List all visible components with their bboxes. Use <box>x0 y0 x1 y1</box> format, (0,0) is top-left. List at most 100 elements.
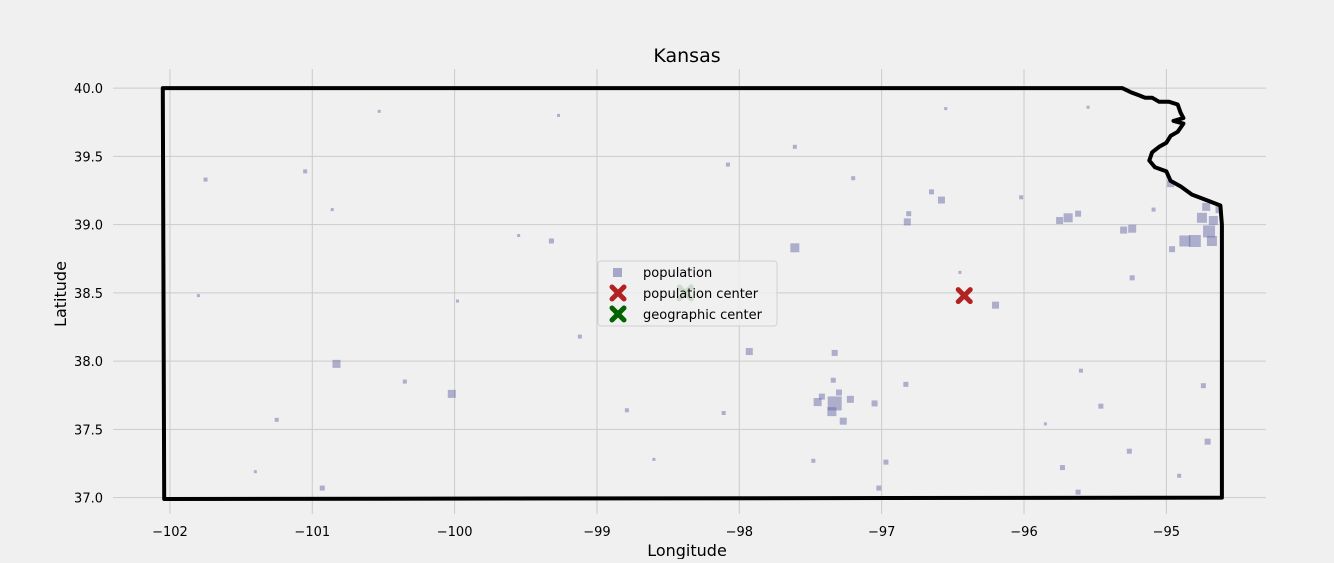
population-point <box>1206 235 1217 246</box>
population-point <box>1019 195 1024 200</box>
x-axis-label: Longitude <box>647 541 727 559</box>
population-point <box>330 208 334 212</box>
y-tick-label: 39.5 <box>74 150 103 165</box>
population-center-marker-stroke <box>955 287 973 305</box>
legend: population population center geographic … <box>597 260 778 327</box>
population-point <box>1075 489 1081 495</box>
y-tick-labels: 37.0 37.5 38.0 38.5 39.0 39.5 40.0 <box>74 82 103 507</box>
population-point <box>1043 422 1047 426</box>
population-point <box>203 177 208 182</box>
population-point <box>1204 438 1211 445</box>
population-point <box>577 334 582 339</box>
population-point <box>835 389 842 396</box>
chart-title: Kansas <box>653 45 720 67</box>
population-point <box>1056 217 1064 225</box>
population-point <box>517 234 521 238</box>
x-tick-label: −100 <box>437 525 473 540</box>
y-tick-label: 40.0 <box>74 82 103 97</box>
x-tick-label: −97 <box>868 525 895 540</box>
y-tick-label: 38.5 <box>74 287 103 302</box>
population-point <box>745 348 753 356</box>
legend-box <box>597 260 778 327</box>
population-point <box>1120 226 1128 234</box>
population-point <box>903 218 911 226</box>
legend-geographic-center-marker <box>609 305 627 323</box>
legend-x-marker <box>609 305 627 323</box>
population-point <box>871 400 878 407</box>
population-point <box>1203 225 1216 238</box>
population-point <box>1063 213 1073 223</box>
population-point <box>1169 246 1176 253</box>
population-point <box>1078 368 1083 373</box>
y-tick-label: 37.5 <box>74 423 103 438</box>
legend-population-center-marker <box>609 284 627 302</box>
population-point <box>839 417 847 425</box>
x-tick-label: −99 <box>583 525 610 540</box>
state-border-path <box>160 86 1224 501</box>
population-point <box>377 109 381 113</box>
legend-population-label: population <box>643 266 712 281</box>
y-axis-label: Latitude <box>51 261 70 327</box>
population-point <box>402 379 407 384</box>
population-point <box>721 410 726 415</box>
population-point <box>1075 210 1082 217</box>
legend-x-marker-stroke <box>609 284 627 302</box>
population-point <box>624 408 629 413</box>
x-tick-label: −102 <box>152 525 188 540</box>
legend-x-marker-stroke <box>609 305 627 323</box>
population-point <box>958 270 962 274</box>
population-point <box>883 459 889 465</box>
legend-population-marker <box>613 268 622 277</box>
population-point <box>827 396 842 411</box>
y-tick-label: 37.0 <box>74 492 103 507</box>
population-points <box>196 105 1223 495</box>
population-point <box>813 398 822 407</box>
population-point <box>196 294 200 298</box>
population-point <box>1167 180 1175 188</box>
population-point <box>1177 473 1182 478</box>
population-point <box>1151 207 1156 212</box>
population-point <box>1098 403 1104 409</box>
population-point <box>652 457 656 461</box>
population-point <box>937 196 945 204</box>
x-tick-label: −95 <box>1153 525 1180 540</box>
population-point <box>831 349 838 356</box>
population-point <box>876 485 882 491</box>
population-point <box>1202 202 1211 211</box>
population-point <box>447 389 456 398</box>
population-point <box>992 301 1000 309</box>
population-point <box>319 485 325 491</box>
population-center-marker <box>955 287 973 305</box>
state-border <box>160 86 1224 501</box>
x-tick-labels: −102 −101 −100 −99 −98 −97 −96 −95 <box>152 525 1180 540</box>
population-point <box>846 395 854 403</box>
x-tick-label: −101 <box>294 525 330 540</box>
population-point <box>1126 448 1132 454</box>
population-point <box>548 238 554 244</box>
population-point <box>792 144 797 149</box>
y-tick-label: 39.0 <box>74 219 103 234</box>
population-point <box>830 377 836 383</box>
population-point <box>944 107 948 111</box>
population-point <box>928 189 934 195</box>
legend-x-marker <box>609 284 627 302</box>
population-point <box>1129 275 1135 281</box>
y-tick-label: 38.0 <box>74 355 103 370</box>
population-point <box>274 417 279 422</box>
population-point <box>851 176 856 181</box>
population-point <box>1059 465 1065 471</box>
population-point <box>1179 235 1191 247</box>
x-tick-label: −98 <box>726 525 753 540</box>
population-point <box>303 169 308 174</box>
population-point <box>725 162 730 167</box>
population-point <box>790 243 800 253</box>
population-point <box>827 407 837 417</box>
population-point <box>332 359 341 368</box>
legend-geographic-center-label: geographic center <box>643 308 763 323</box>
population-point <box>811 458 816 463</box>
population-point <box>1208 216 1218 226</box>
population-point <box>1200 383 1206 389</box>
x-tick-label: −96 <box>1010 525 1037 540</box>
